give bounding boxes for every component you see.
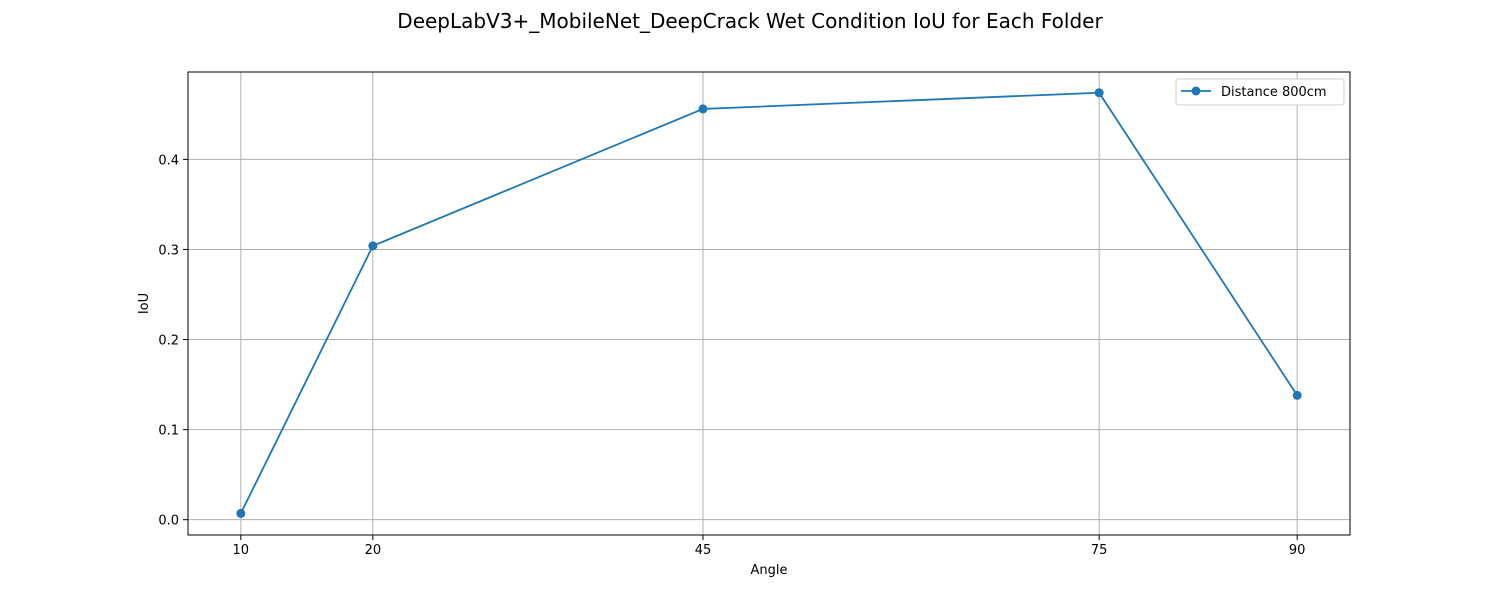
x-tick-label-1: 20	[365, 543, 382, 558]
grid-lines	[188, 72, 1350, 535]
series-layer	[236, 88, 1302, 518]
legend-entry-label: Distance 800cm	[1221, 85, 1327, 100]
plot-area-frame	[187, 71, 1351, 536]
x-tick-label-0: 10	[233, 543, 250, 558]
data-point-0-3	[1094, 88, 1104, 98]
legend-box	[1175, 78, 1345, 106]
y-tick-label-1: 0.1	[158, 424, 179, 439]
legend: Distance 800cm	[1175, 78, 1345, 106]
data-point-0-0	[236, 508, 246, 518]
data-point-0-4	[1292, 390, 1302, 400]
x-tick-label-2: 45	[695, 543, 712, 558]
y-axis-label: IoU	[137, 293, 152, 314]
legend-marker	[1191, 86, 1201, 96]
data-point-0-2	[698, 104, 708, 114]
y-tick-label-4: 0.4	[158, 153, 179, 168]
y-axis-ticks: 0.0 0.1 0.2 0.3 0.4	[158, 153, 188, 529]
x-tick-label-3: 75	[1091, 543, 1108, 558]
y-tick-label-3: 0.3	[158, 243, 179, 258]
chart-title: DeepLabV3+_MobileNet_DeepCrack Wet Condi…	[397, 9, 1103, 33]
y-tick-label-0: 0.0	[158, 514, 179, 529]
data-point-0-1	[368, 241, 378, 251]
series-line-0	[240, 91, 1298, 514]
x-axis-label: Angle	[751, 563, 788, 578]
y-tick-label-2: 0.2	[158, 334, 179, 349]
x-axis-ticks: 10 20 45 75 90	[233, 535, 1306, 558]
x-tick-label-4: 90	[1289, 543, 1306, 558]
